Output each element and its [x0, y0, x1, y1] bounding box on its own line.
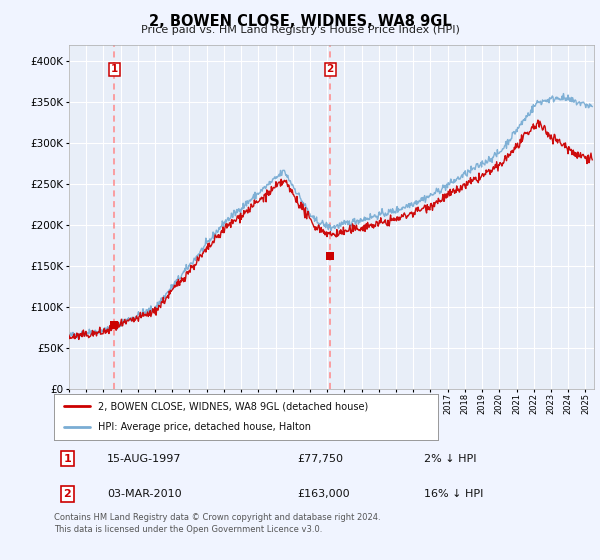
Text: Contains HM Land Registry data © Crown copyright and database right 2024.
This d: Contains HM Land Registry data © Crown c… [54, 513, 380, 534]
Text: 2: 2 [64, 489, 71, 499]
Text: 1: 1 [64, 454, 71, 464]
Text: 16% ↓ HPI: 16% ↓ HPI [424, 489, 483, 499]
Text: £77,750: £77,750 [297, 454, 343, 464]
Text: 2% ↓ HPI: 2% ↓ HPI [424, 454, 476, 464]
Text: 03-MAR-2010: 03-MAR-2010 [107, 489, 181, 499]
Text: 1: 1 [110, 64, 118, 74]
Text: HPI: Average price, detached house, Halton: HPI: Average price, detached house, Halt… [98, 422, 311, 432]
Text: 2, BOWEN CLOSE, WIDNES, WA8 9GL: 2, BOWEN CLOSE, WIDNES, WA8 9GL [149, 14, 451, 29]
Text: 2, BOWEN CLOSE, WIDNES, WA8 9GL (detached house): 2, BOWEN CLOSE, WIDNES, WA8 9GL (detache… [98, 401, 368, 411]
Text: £163,000: £163,000 [297, 489, 350, 499]
Text: 15-AUG-1997: 15-AUG-1997 [107, 454, 181, 464]
Text: Price paid vs. HM Land Registry's House Price Index (HPI): Price paid vs. HM Land Registry's House … [140, 25, 460, 35]
Text: 2: 2 [326, 64, 334, 74]
